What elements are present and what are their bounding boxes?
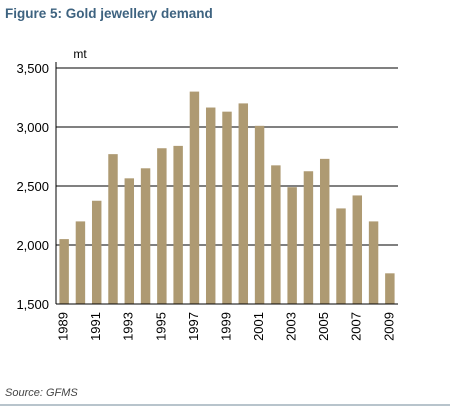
bar [368, 221, 379, 304]
bar [385, 273, 395, 304]
y-tick-labels: 1,500 2,000 2,500 3,000 3,500 [16, 61, 49, 312]
x-tick-label: 2009 [381, 312, 396, 341]
x-tick-label: 1989 [56, 312, 71, 341]
x-tick-label: 1993 [121, 312, 136, 341]
x-tick-label: 1997 [186, 312, 201, 341]
y-tick-label: 3,000 [16, 120, 49, 135]
x-tick-label: 1991 [88, 312, 103, 341]
x-tick-label: 2007 [349, 312, 364, 341]
bar [271, 165, 281, 304]
x-tick-label: 2005 [316, 312, 331, 341]
y-tick-label: 3,500 [16, 61, 49, 76]
source-note: Source: GFMS [5, 387, 78, 399]
bottom-divider [0, 404, 450, 406]
x-tick-label: 1999 [218, 312, 233, 341]
bars [59, 91, 395, 305]
bar [124, 178, 135, 304]
axes [55, 62, 398, 305]
bar [157, 148, 167, 304]
bar [336, 208, 346, 304]
bar [108, 154, 118, 304]
bar [59, 239, 69, 304]
y-tick-label: 2,500 [16, 179, 49, 194]
bar [287, 187, 297, 304]
bar [140, 168, 151, 304]
y-unit-label: mt [73, 47, 87, 61]
bar [75, 221, 86, 304]
y-tick-label: 2,000 [16, 238, 49, 253]
bar [173, 145, 183, 304]
y-tick-label: 1,500 [16, 297, 49, 312]
x-tick-label: 2003 [284, 312, 299, 341]
bar [222, 111, 232, 304]
bar [303, 171, 314, 304]
x-tick-labels: 1989 1991 1993 1995 1997 1999 2001 2003 2005 2007… [56, 312, 397, 341]
bar [352, 195, 363, 304]
bar [189, 91, 200, 304]
x-tick-label: 2001 [251, 312, 266, 341]
bar [254, 125, 265, 304]
chart-title: Figure 5: Gold jewellery demand [5, 6, 213, 21]
bar [238, 103, 249, 305]
bar [205, 107, 216, 304]
bar [319, 158, 330, 304]
x-tick-label: 1995 [153, 312, 168, 341]
bar [91, 200, 102, 304]
